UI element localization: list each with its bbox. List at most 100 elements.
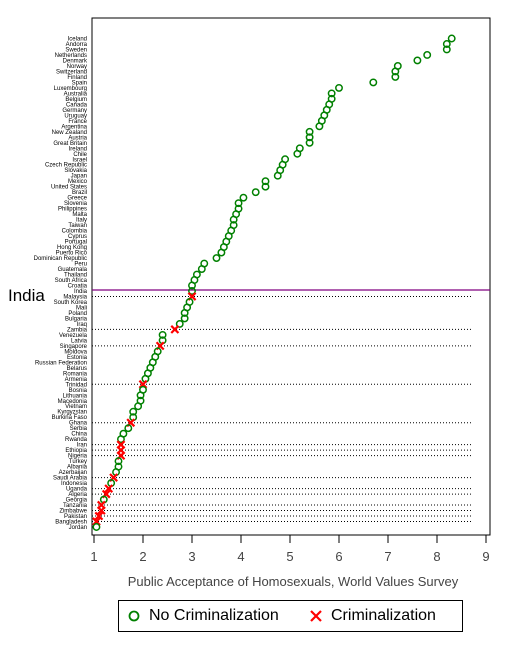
country-label: Albania — [67, 465, 88, 471]
no-criminalization-point — [369, 78, 378, 87]
country-label: New Zealand — [52, 130, 87, 136]
criminalization-guide-lines — [92, 295, 472, 523]
country-label: Andorra — [66, 42, 88, 48]
x-tick-label: 8 — [433, 549, 440, 564]
legend: No Criminalization Criminalization — [118, 600, 463, 632]
legend-item-criminalization: Criminalization — [309, 605, 436, 627]
country-label: Canada — [66, 102, 88, 108]
no-criminalization-point — [442, 45, 451, 54]
country-label: Finland — [67, 75, 87, 81]
country-label: Azerbaijan — [59, 470, 87, 476]
country-label: South Korea — [54, 300, 88, 306]
no-criminalization-point — [234, 199, 243, 208]
no-criminalization-point — [188, 281, 196, 290]
country-label: Pakistan — [64, 514, 87, 520]
country-label: Uruguay — [64, 113, 87, 119]
plot-frame — [91, 17, 491, 536]
country-label: Great Britain — [53, 141, 87, 147]
no-criminalization-point — [442, 40, 451, 48]
no-criminalization-point — [188, 287, 196, 295]
x-tick-label: 7 — [384, 549, 391, 564]
x-tick-label: 4 — [237, 549, 244, 564]
country-label: Luxembourg — [54, 86, 87, 92]
country-label: Portugal — [65, 240, 87, 246]
country-label: Italy — [76, 218, 87, 224]
no-criminalization-point — [134, 402, 143, 411]
no-criminalization-point — [180, 308, 189, 317]
country-label: Georgia — [66, 498, 88, 504]
country-label: Dominican Republic — [34, 256, 87, 262]
no-criminalization-point — [197, 265, 206, 273]
criminalization-point — [104, 484, 114, 493]
country-label: Belgium — [65, 97, 87, 103]
country-label: Croatia — [68, 283, 88, 289]
country-label: Moldova — [64, 349, 87, 355]
country-label: India — [74, 289, 88, 295]
country-label: Belarus — [67, 366, 87, 372]
criminalization-point — [94, 511, 104, 521]
x-tick-label: 6 — [335, 549, 342, 564]
x-tick-label: 9 — [482, 549, 489, 564]
criminalization-point — [170, 325, 180, 334]
india-label: India — [8, 286, 45, 305]
country-label: Singapore — [60, 344, 88, 350]
x-axis-ticks: 1 2 3 4 5 6 7 8 9 — [90, 535, 490, 564]
country-label: Slovenia — [64, 201, 88, 207]
country-label: Romania — [63, 371, 88, 377]
country-label: Japan — [71, 174, 87, 180]
no-criminalization-point — [261, 182, 270, 191]
no-criminalization-point — [212, 254, 221, 263]
country-label: Zambia — [67, 327, 88, 333]
no-criminalization-point — [273, 171, 282, 180]
country-label: Guatemala — [58, 267, 88, 273]
x-tick-label: 3 — [188, 549, 195, 564]
x-tick-label: 5 — [286, 549, 293, 564]
no-criminalization-point — [305, 133, 314, 142]
country-label: South Africa — [55, 278, 88, 284]
country-label: Iraq — [77, 322, 87, 328]
country-label: Bulgaria — [65, 316, 88, 322]
country-label: Rwanda — [65, 437, 88, 443]
x-marker-icon — [310, 610, 322, 622]
country-labels: IcelandAndorraSwedenNetherlandsDenmarkNo… — [34, 37, 88, 532]
country-label: Bangladesh — [55, 520, 87, 526]
country-label: Zimbabwe — [59, 509, 87, 515]
country-label: Vietnam — [65, 404, 87, 410]
country-label: Denmark — [63, 58, 88, 64]
country-label: Czech Republic — [45, 163, 87, 169]
legend-label-no-criminalization: No Criminalization — [149, 607, 279, 624]
country-label: Peru — [74, 262, 87, 268]
no-criminalization-point — [180, 314, 189, 323]
country-label: France — [68, 119, 87, 125]
country-label: Malaysia — [63, 294, 87, 300]
country-label: Algeria — [68, 492, 87, 498]
country-label: Saudi Arabia — [53, 476, 88, 482]
country-label: Burkina Faso — [52, 415, 88, 421]
x-tick-label: 2 — [139, 549, 146, 564]
country-label: China — [71, 432, 87, 438]
country-label: Turkey — [69, 459, 87, 465]
legend-label-criminalization: Criminalization — [331, 607, 436, 624]
no-criminalization-point — [158, 330, 167, 339]
country-label: Greece — [67, 196, 87, 202]
no-criminalization-point — [261, 177, 270, 186]
country-label: Ireland — [69, 146, 87, 152]
country-label: Australia — [64, 91, 88, 97]
no-criminalization-point — [413, 56, 422, 65]
x-tick-label: 1 — [90, 549, 97, 564]
no-criminalization-point — [447, 34, 456, 43]
no-criminalization-point — [293, 149, 302, 158]
india-highlight: India — [8, 286, 490, 305]
no-criminalization-point — [239, 193, 248, 202]
country-label: Netherlands — [55, 53, 87, 59]
no-criminalization-point — [229, 215, 238, 224]
country-label: Norway — [67, 64, 87, 70]
country-label: Ethiopia — [65, 448, 87, 454]
no-criminalization-point — [305, 138, 314, 147]
country-label: Spain — [72, 80, 87, 86]
no-criminalization-point — [217, 248, 226, 257]
no-criminalization-point — [423, 51, 432, 59]
country-label: Puerto Rico — [56, 251, 88, 257]
country-label: Armenia — [65, 377, 88, 383]
